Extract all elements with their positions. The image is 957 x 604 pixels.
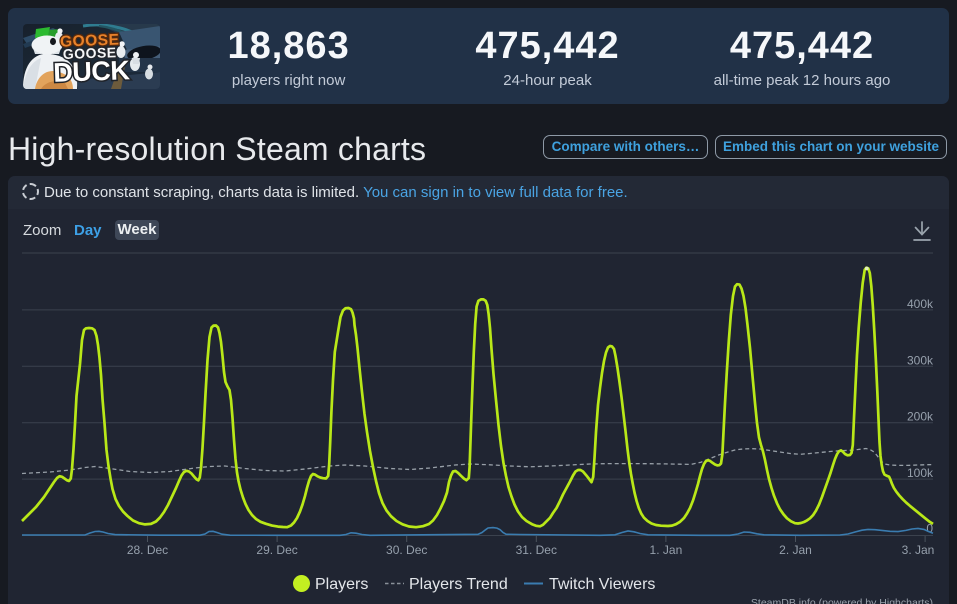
- svg-text:2. Jan: 2. Jan: [779, 543, 812, 557]
- svg-text:200k: 200k: [907, 410, 934, 424]
- svg-text:0: 0: [926, 522, 933, 536]
- svg-text:GOOSE: GOOSE: [60, 31, 120, 50]
- svg-text:31. Dec: 31. Dec: [516, 543, 557, 557]
- svg-text:30. Dec: 30. Dec: [386, 543, 427, 557]
- svg-text:1. Jan: 1. Jan: [650, 543, 683, 557]
- svg-text:29. Dec: 29. Dec: [256, 543, 297, 557]
- svg-text:SteamDB.info (powered by Highc: SteamDB.info (powered by Highcharts): [751, 597, 933, 604]
- svg-text:100k: 100k: [907, 466, 934, 480]
- svg-text:3. Jan: 3. Jan: [902, 543, 935, 557]
- svg-text:DUCK: DUCK: [53, 55, 131, 88]
- svg-text:Players: Players: [315, 576, 368, 593]
- svg-text:Players Trend: Players Trend: [409, 576, 508, 593]
- svg-text:28. Dec: 28. Dec: [127, 543, 168, 557]
- svg-text:Twitch Viewers: Twitch Viewers: [549, 576, 655, 593]
- svg-text:GOOSE: GOOSE: [62, 44, 116, 62]
- svg-text:300k: 300k: [907, 353, 934, 367]
- svg-text:400k: 400k: [907, 297, 934, 311]
